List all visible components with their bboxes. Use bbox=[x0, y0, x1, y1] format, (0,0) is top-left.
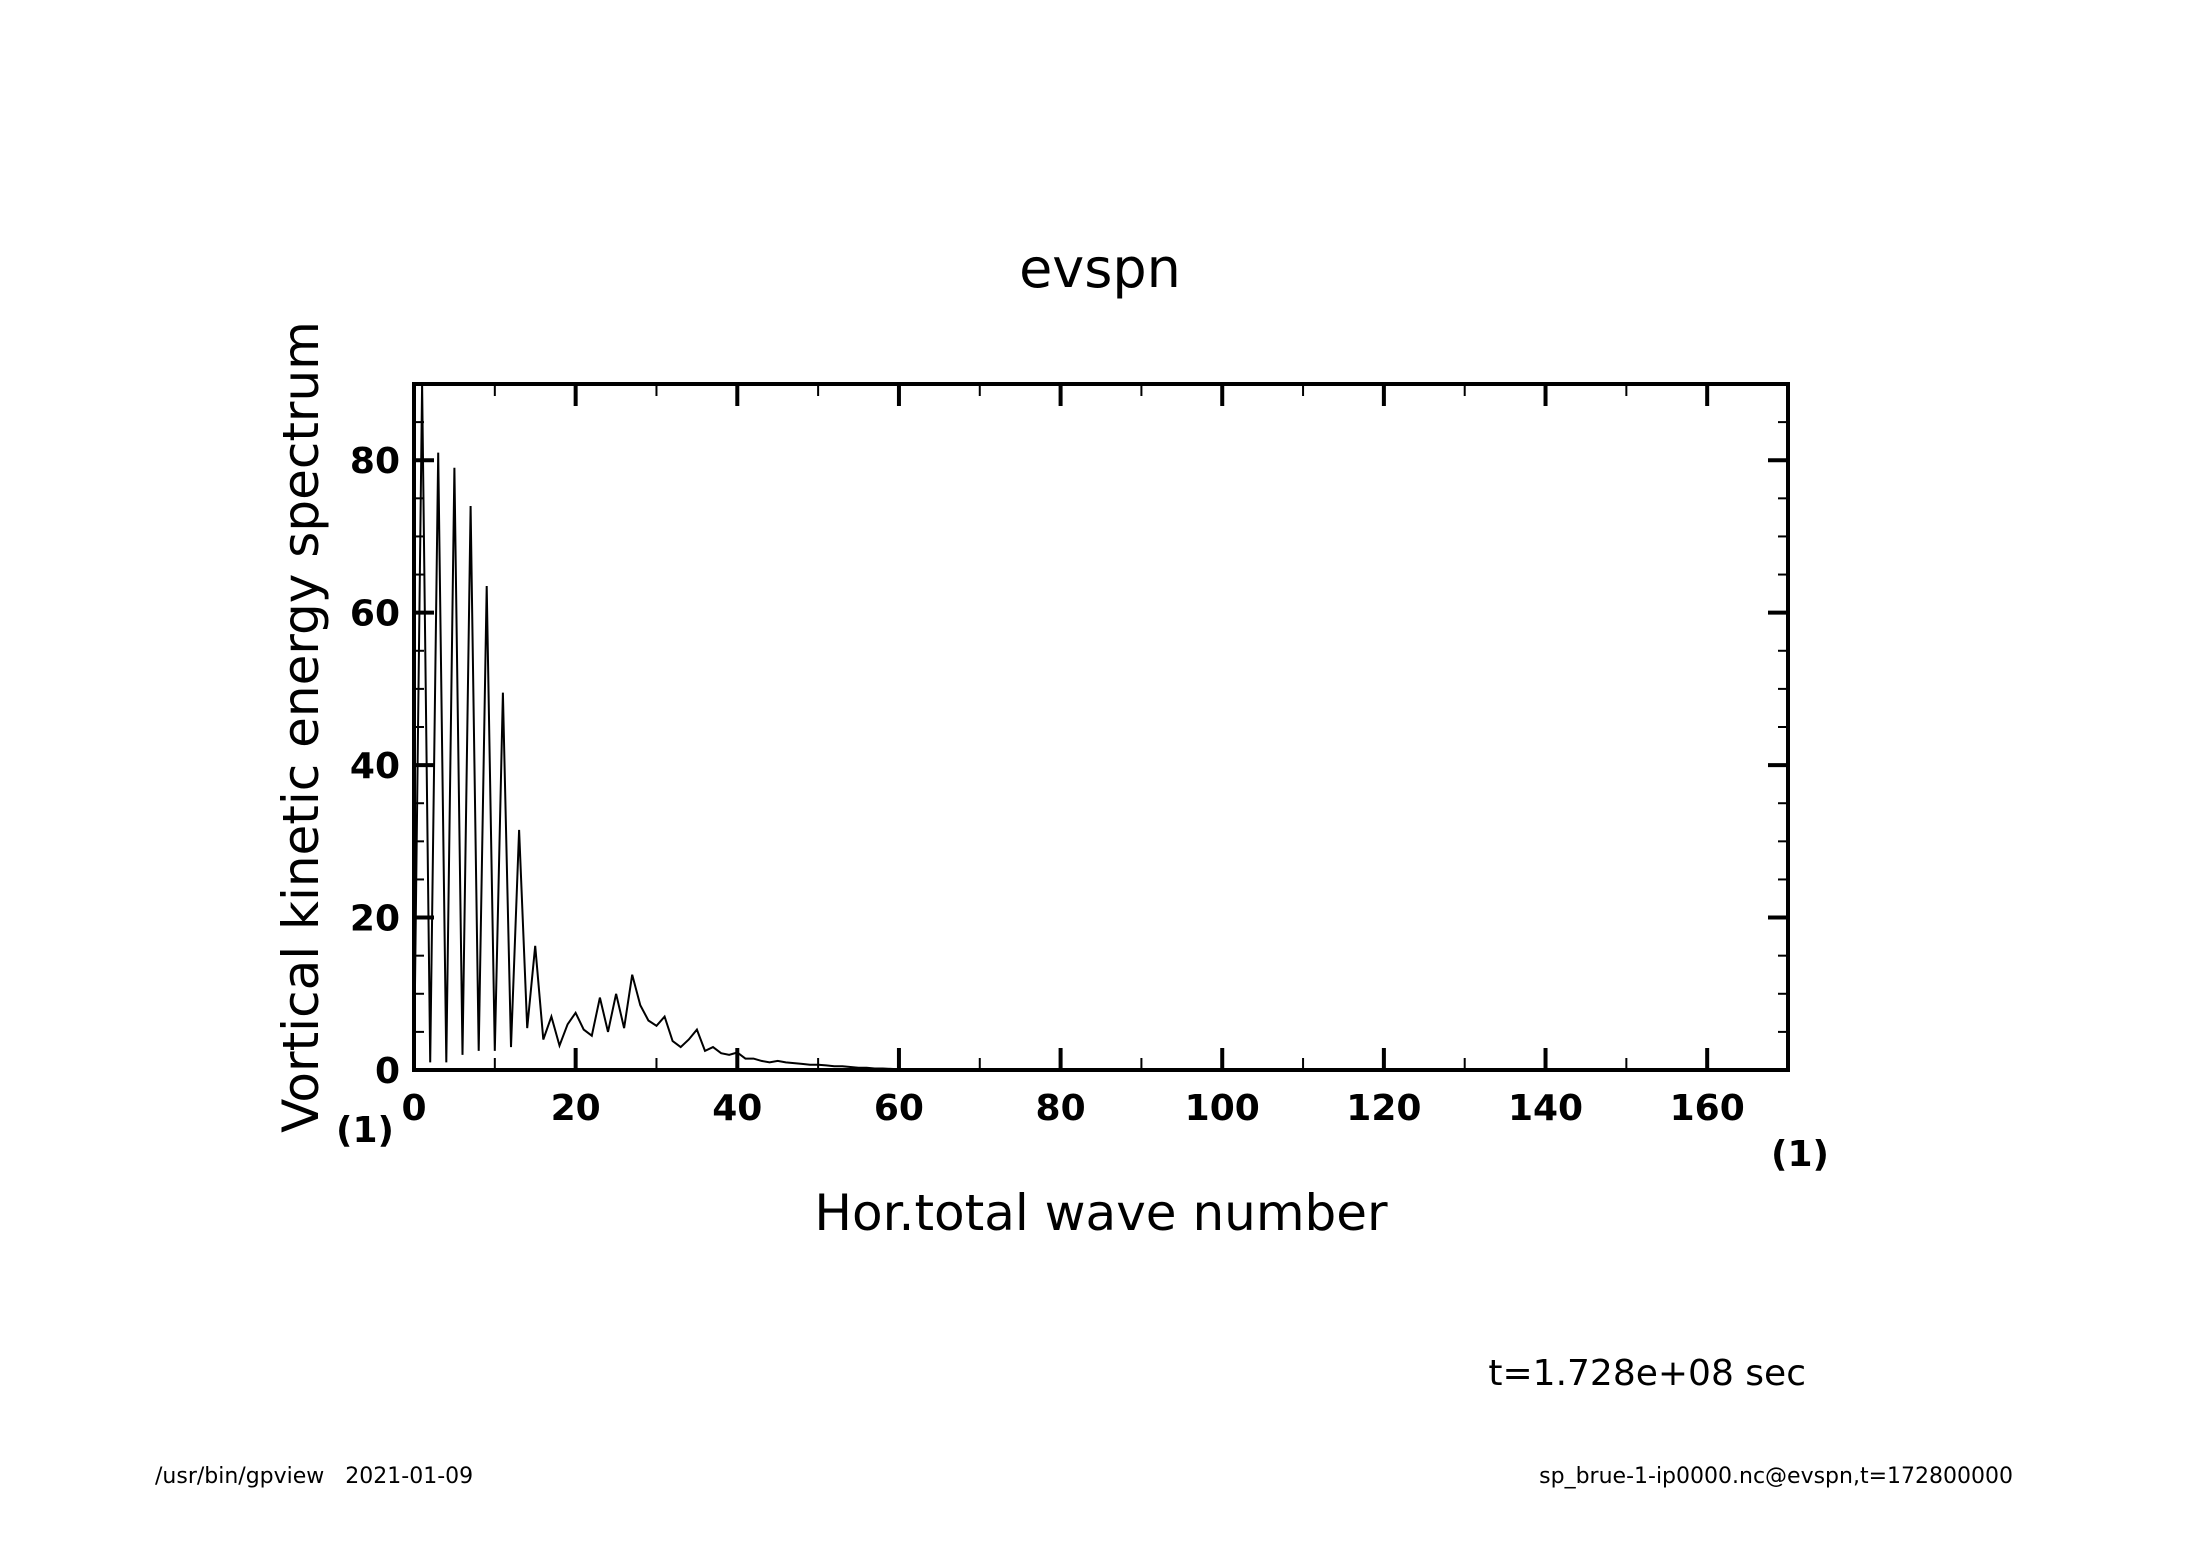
series-line bbox=[413, 383, 1788, 1071]
x-tick-label: 120 bbox=[1346, 1088, 1421, 1129]
x-tick-label: 100 bbox=[1185, 1088, 1260, 1129]
footer-right: sp_brue-1-ip0000.nc@evspn,t=172800000 bbox=[1539, 1464, 2013, 1489]
x-tick-label: 60 bbox=[874, 1088, 924, 1129]
plot-frame bbox=[412, 382, 1790, 1072]
y-axis-label: Vortical kinetic energy spectrum bbox=[272, 321, 330, 1133]
x-tick-label: 20 bbox=[551, 1088, 601, 1129]
x-axis-label: Hor.total wave number bbox=[814, 1184, 1388, 1242]
chart-title: evspn bbox=[1019, 237, 1181, 300]
x-axis-unit: (1) bbox=[1771, 1134, 1829, 1175]
x-tick-label: 140 bbox=[1508, 1088, 1583, 1129]
y-tick-label: 60 bbox=[350, 594, 400, 635]
x-axis-ticks: 0 20 40 60 80 100 120 140 160 bbox=[401, 384, 1789, 1129]
y-tick-label: 80 bbox=[350, 441, 400, 482]
x-tick-label: 40 bbox=[712, 1088, 762, 1129]
x-tick-label: 0 bbox=[401, 1088, 426, 1129]
y-tick-label: 0 bbox=[375, 1051, 400, 1092]
time-label: t=1.728e+08 sec bbox=[1488, 1353, 1806, 1394]
y-tick-label: 40 bbox=[350, 746, 400, 787]
x-tick-label: 80 bbox=[1036, 1088, 1086, 1129]
y-axis-ticks: 0 20 40 60 80 bbox=[350, 383, 1788, 1092]
x-tick-label: 160 bbox=[1670, 1088, 1745, 1129]
y-tick-label: 20 bbox=[350, 899, 400, 940]
footer-left: /usr/bin/gpview 2021-01-09 bbox=[155, 1464, 473, 1489]
y-axis-unit: (1) bbox=[336, 1110, 394, 1151]
